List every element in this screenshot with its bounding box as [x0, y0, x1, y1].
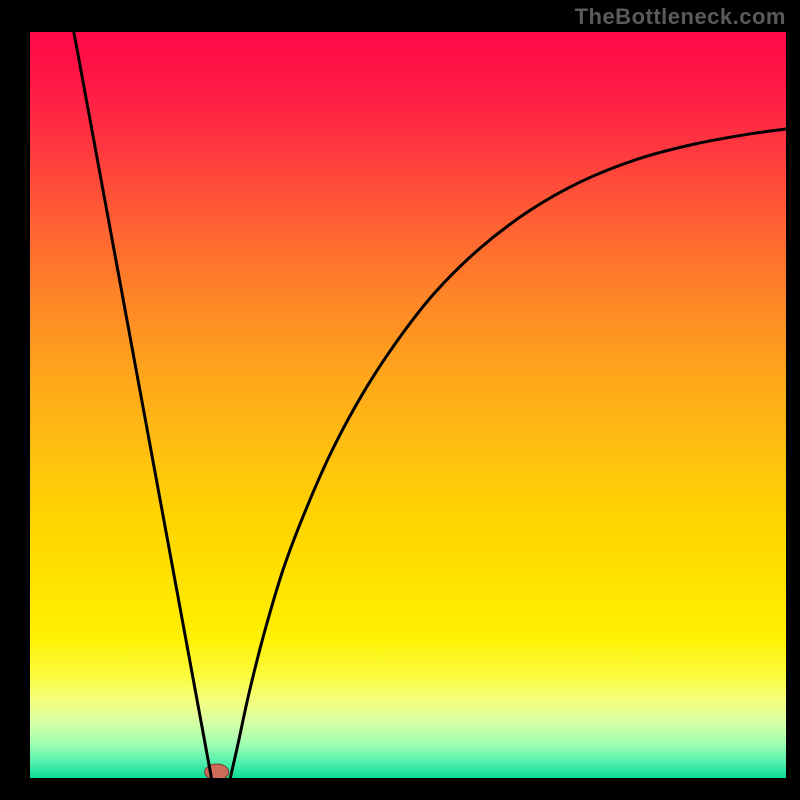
chart-frame: TheBottleneck.com: [0, 0, 800, 800]
bottleneck-chart: [30, 32, 786, 778]
watermark-text: TheBottleneck.com: [575, 4, 786, 30]
plot-area: [30, 32, 786, 778]
